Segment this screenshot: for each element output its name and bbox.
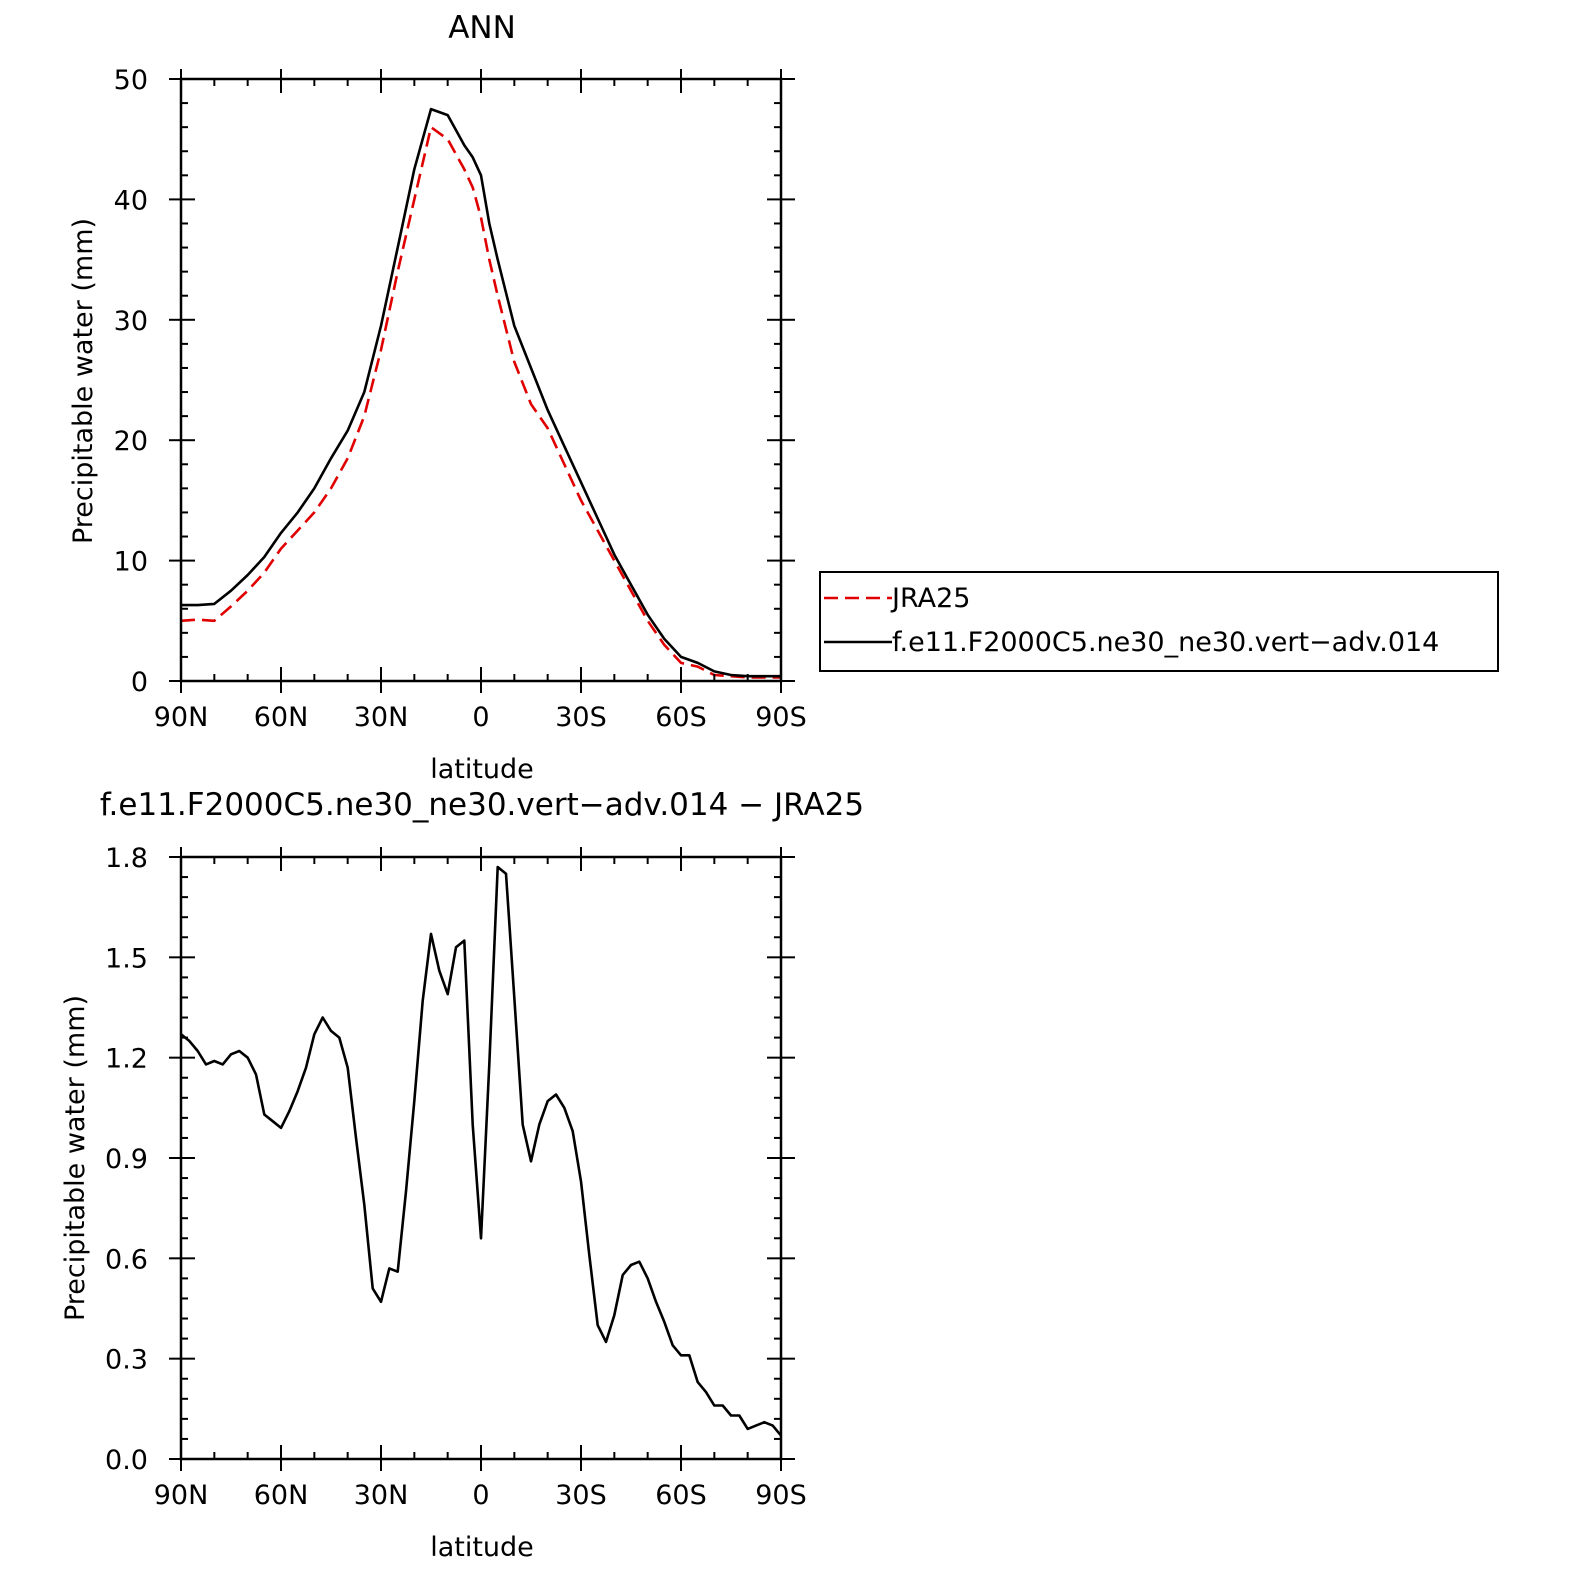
x-tick-label: 90S [755, 1480, 807, 1511]
bottom-panel-title: f.e11.F2000C5.ne30_ne30.vert−adv.014 − J… [100, 787, 864, 823]
x-tick-label: 60S [655, 1480, 707, 1511]
y-tick-label: 0.0 [105, 1445, 148, 1476]
y-tick-label: 1.5 [105, 943, 148, 974]
bottom-y-axis-label: Precipitable water (mm) [60, 995, 91, 1321]
legend-label-jra25: JRA25 [890, 583, 970, 614]
bottom-panel: f.e11.F2000C5.ne30_ne30.vert−adv.014 − J… [60, 787, 864, 1563]
x-tick-label: 30S [555, 702, 607, 733]
x-tick-label: 0 [472, 702, 489, 733]
x-tick-label: 90N [154, 1480, 209, 1511]
x-tick-label: 60N [254, 702, 309, 733]
series-line-jra25 [180, 125, 781, 679]
top-x-axis-label: latitude [430, 754, 534, 785]
x-tick-label: 30S [555, 1480, 607, 1511]
y-tick-label: 0.9 [105, 1144, 148, 1175]
x-tick-label: 30N [354, 702, 409, 733]
legend-box [819, 571, 1499, 672]
plot-frame [179, 77, 783, 683]
y-tick-label: 40 [114, 185, 148, 216]
x-tick-label: 90S [755, 702, 807, 733]
x-tick-label: 30N [354, 1480, 409, 1511]
x-tick-label: 60N [254, 1480, 309, 1511]
legend-label-model: f.e11.F2000C5.ne30_ne30.vert−adv.014 [892, 627, 1439, 658]
x-tick-label: 90N [154, 702, 209, 733]
y-tick-label: 30 [114, 306, 148, 337]
x-tick-label: 60S [655, 702, 707, 733]
y-tick-label: 50 [114, 65, 148, 96]
top-plot-area: 90N 60N 30N 0 30S 60S 90S 0 10 20 30 40 50 [114, 65, 807, 733]
y-tick-label: 10 [114, 547, 148, 578]
y-tick-label: 0.3 [105, 1345, 148, 1376]
y-tick-label: 0.6 [105, 1244, 148, 1275]
top-y-axis-label: Precipitable water (mm) [68, 218, 99, 544]
y-tick-label: 20 [114, 426, 148, 457]
legend: JRA25 f.e11.F2000C5.ne30_ne30.vert−adv.0… [819, 571, 1499, 672]
top-panel-title: ANN [448, 10, 516, 46]
bottom-plot-area: 90N 60N 30N 0 30S 60S 90S 0.0 0.3 0.6 0.9 1.2 1.5 1.8 [105, 843, 807, 1511]
bottom-x-axis-label: latitude [430, 1532, 534, 1563]
x-tick-label: 0 [472, 1480, 489, 1511]
series-line-model [180, 865, 783, 1437]
y-tick-label: 0 [131, 667, 148, 698]
y-tick-label: 1.8 [105, 843, 148, 874]
y-tick-label: 1.2 [105, 1044, 148, 1075]
series-line-model [181, 107, 781, 678]
plot-frame [179, 855, 783, 1461]
top-panel: ANN 90N 60N 30N 0 30S 60S 90S 0 10 20 30 40 50 latit… [68, 10, 807, 785]
